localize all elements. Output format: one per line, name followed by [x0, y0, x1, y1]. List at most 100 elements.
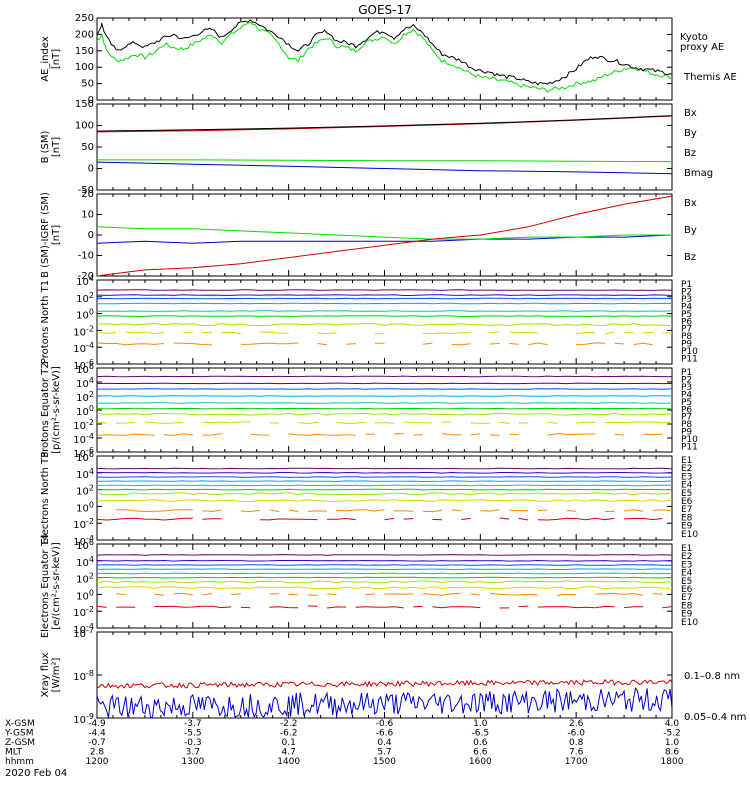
- legend-channel: P4: [681, 302, 692, 312]
- y-tick-label: 104: [76, 274, 94, 289]
- tick-exponent: 4: [89, 376, 94, 385]
- legend-channel: P7: [681, 325, 692, 335]
- flux-channel-line: [96, 476, 673, 478]
- flux-channel-line: [96, 297, 673, 300]
- y-axis-unit: [p/(cm²-s-sr-keV)]: [51, 366, 62, 454]
- footer-row-label: Z-GSM: [5, 738, 35, 748]
- legend-channel: P11: [681, 443, 698, 453]
- y-tick-label: 104: [76, 376, 94, 391]
- y-tick-label: 10-6: [73, 446, 94, 461]
- y-tick-label: 102: [76, 571, 94, 586]
- tick-exponent: 4: [89, 274, 94, 283]
- flux-channel-line: [96, 471, 673, 474]
- legend-channel: P1: [681, 280, 692, 290]
- footer-value: 1700: [565, 757, 588, 767]
- legend-channel: E5: [681, 489, 692, 499]
- legend-channel: E3: [681, 472, 692, 482]
- flux-channel-line: [96, 586, 673, 590]
- y-axis-unit: [nT]: [51, 49, 62, 69]
- tick-base: 10: [76, 558, 89, 569]
- y-tick-label: 100: [76, 588, 94, 603]
- chart-title: GOES-17: [358, 3, 412, 17]
- legend-channel: P3: [681, 383, 692, 393]
- y-axis-unit: [e/(cm²-s-sr-keV)]: [51, 542, 62, 630]
- tick-base: 10: [73, 629, 86, 640]
- y-axis-unit: [nT]: [51, 137, 62, 157]
- legend-by: By: [684, 225, 697, 236]
- y-tick-label: 102: [76, 390, 94, 405]
- tick-base: 10: [73, 361, 86, 372]
- series-line-bmag: [96, 115, 673, 132]
- series-line-kyoto-proxy-ae: [96, 21, 673, 93]
- y-tick-label: 50: [81, 79, 94, 90]
- tick-exponent: 0: [89, 404, 94, 413]
- tick-base: 10: [76, 393, 89, 404]
- legend-channel: E2: [681, 552, 692, 562]
- legend-channel: E10: [681, 618, 698, 628]
- flux-channel-line: [96, 576, 673, 579]
- legend-channel: P5: [681, 310, 692, 320]
- y-axis-unit: [W/m²]: [51, 657, 62, 692]
- tick-base: 10: [76, 575, 89, 586]
- legend-channel: E8: [681, 601, 693, 611]
- legend-proxy-ae: proxy AE: [680, 42, 724, 53]
- tick-exponent: -9: [86, 712, 94, 721]
- tick-exponent: 6: [89, 450, 94, 459]
- xray-series-line: [96, 686, 673, 719]
- tick-base: 10: [73, 520, 86, 531]
- tick-exponent: -2: [86, 517, 94, 526]
- footer-value: -6.5: [472, 729, 490, 739]
- legend-channel: E9: [681, 522, 693, 532]
- y-tick-label: 10-4: [73, 534, 94, 549]
- panel-frame: [96, 543, 673, 629]
- flux-channel-line: [97, 434, 672, 436]
- flux-channel-line: [96, 559, 673, 562]
- legend-kyoto: Kyoto: [680, 32, 708, 43]
- legend-channel: P11: [681, 355, 698, 365]
- footer-value: 1.0: [473, 719, 488, 729]
- series-line-bx: [96, 161, 673, 175]
- tick-exponent: 6: [89, 538, 94, 547]
- flux-channel-line: [96, 564, 672, 566]
- flux-channel-line: [96, 375, 672, 378]
- y-axis-label-line: AE_index: [40, 36, 51, 82]
- legend-channel: P7: [681, 413, 692, 423]
- y-tick-label: 150: [75, 99, 94, 110]
- y-tick-label: 10-7: [73, 626, 94, 641]
- tick-base: 10: [76, 277, 89, 288]
- flux-channel-line: [97, 568, 673, 571]
- footer-value: 1200: [86, 757, 109, 767]
- y-tick-label: -10: [78, 251, 94, 262]
- tick-base: 10: [76, 591, 89, 602]
- footer-value: -2.2: [280, 719, 298, 729]
- y-axis-label: Xray flux[W/m²]: [40, 653, 62, 698]
- series-line-bz: [96, 195, 673, 277]
- date-label: 2020 Feb 04: [5, 768, 67, 779]
- y-tick-label: 102: [76, 483, 94, 498]
- legend-bx: Bx: [684, 198, 697, 209]
- flux-channel-line: [96, 294, 673, 297]
- y-tick-label: 0: [88, 95, 94, 106]
- legend-by: By: [684, 128, 697, 139]
- y-axis-label: AE_index[nT]: [40, 36, 62, 82]
- tick-base: 10: [76, 541, 89, 552]
- footer-value: 1800: [661, 757, 684, 767]
- panel-3: B (SM)-IGRF (SM)[nT] -20 -10 0 10 20 Bx By Bz: [40, 189, 697, 282]
- y-tick-label: 102: [76, 290, 94, 305]
- footer-value: -6.6: [376, 729, 394, 739]
- footer-value: 1500: [373, 757, 396, 767]
- tick-exponent: 4: [89, 554, 94, 563]
- tick-base: 10: [73, 608, 86, 619]
- footer-value: 0.1: [282, 738, 296, 748]
- y-tick-label: 100: [76, 500, 94, 515]
- legend-channel: E4: [681, 481, 693, 491]
- footer-row-label: X-GSM: [5, 719, 35, 729]
- y-tick-label: 10-4: [73, 341, 94, 356]
- legend-bmag: Bmag: [684, 168, 713, 179]
- panel-6: Electrons North T3 10610410210010-210-4E1…: [40, 450, 698, 549]
- series-line-themis-ae: [96, 19, 673, 86]
- legend-channel: E8: [681, 513, 693, 523]
- tick-exponent: 6: [89, 362, 94, 371]
- y-tick-label: 100: [76, 404, 94, 419]
- y-axis-label: Electrons Equator T4[e/(cm²-s-sr-keV)]: [40, 534, 62, 638]
